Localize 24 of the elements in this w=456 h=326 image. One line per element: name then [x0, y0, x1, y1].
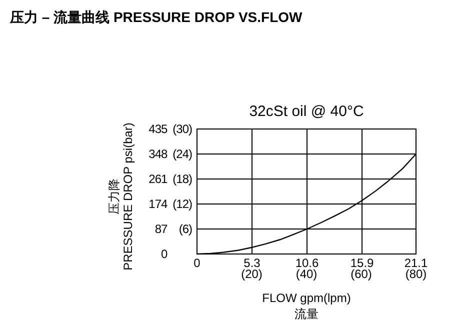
y-tick-label: 348: [148, 147, 168, 161]
y2-tick-label: (18): [172, 172, 192, 186]
y2-tick-label: (30): [172, 122, 192, 136]
y-tick-label: 87: [154, 222, 168, 236]
x2-tick-label: (80): [405, 267, 427, 281]
y-tick-label: 0: [161, 247, 168, 261]
x2-tick-label: (40): [296, 267, 318, 281]
x-tick-label: 15.9: [350, 256, 374, 270]
x-tick-label: 21.1: [404, 256, 428, 270]
chart-title: 压力 – 流量曲线 PRESSURE DROP VS.FLOW: [9, 9, 304, 25]
x2-tick-label: (60): [350, 267, 372, 281]
y2-tick-label: (24): [172, 147, 192, 161]
x-tick-label: 5.3: [244, 256, 261, 270]
y-tick-label: 261: [148, 172, 168, 186]
y-tick-label: 435: [148, 122, 168, 136]
x2-tick-label: (20): [241, 267, 262, 281]
y-tick-label: 174: [148, 197, 168, 211]
x-tick-label: 0: [194, 256, 201, 270]
y2-tick-label: (12): [172, 197, 192, 211]
x-tick-label: 10.6: [295, 256, 320, 270]
chart-subtitle: 32cSt oil @ 40°C: [249, 103, 364, 120]
y-axis-title: 压力降 PRESSURE DROP psi(bar): [107, 122, 135, 270]
x-axis-title: FLOW gpm(lpm) 流量: [262, 291, 351, 321]
y2-tick-label: (6): [178, 222, 192, 236]
